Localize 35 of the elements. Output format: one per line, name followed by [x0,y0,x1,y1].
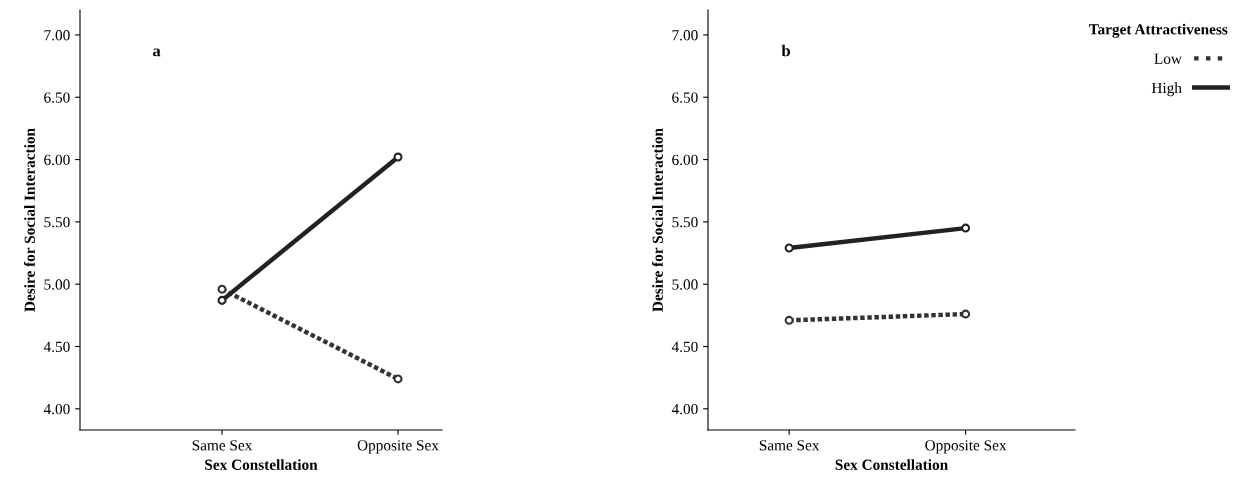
x-tick-label: Same Sex [759,440,820,451]
y-tick-label: 5.50 [44,217,70,228]
point [961,223,971,233]
y-axis-title: Desire for Social Interaction [23,128,35,312]
y-tick-label: 6.50 [44,92,70,103]
y-tick-label: 5.00 [672,279,698,290]
y-tick-label: 5.00 [44,279,70,290]
x-tick-label: Opposite Sex [357,440,439,454]
y-tick-label: 6.00 [672,154,698,166]
y-tick-label: 4.50 [43,341,70,353]
x-tick-label: Same Sex [192,440,253,451]
y-tick-label: 5.50 [672,217,698,228]
legend-label: Low [1154,53,1182,64]
y-tick-label: 7.00 [44,30,70,41]
x-axis-title: Sex Constellation [835,459,948,470]
legend-label: High [1151,82,1182,97]
annotation: b [781,44,790,57]
y-tick-label: 6.50 [672,92,698,103]
point [784,315,794,325]
y-tick-label: 6.00 [44,154,70,166]
point [961,309,971,319]
point [217,284,227,294]
y-tick-label: 4.50 [671,341,698,353]
y-tick-label: 4.00 [43,403,70,415]
x-axis-title: Sex Constellation [205,459,318,470]
y-tick-label: 7.00 [672,30,698,41]
point [784,243,794,253]
point [393,374,403,384]
point [217,295,227,305]
legend-title: Target Attractiveness [1088,23,1228,38]
y-tick-label: 4.00 [671,403,698,415]
point [393,152,403,162]
y-axis-title: Desire for Social Interaction [651,128,663,312]
annotation: a [152,48,161,57]
x-tick-label: Opposite Sex [925,440,1007,454]
